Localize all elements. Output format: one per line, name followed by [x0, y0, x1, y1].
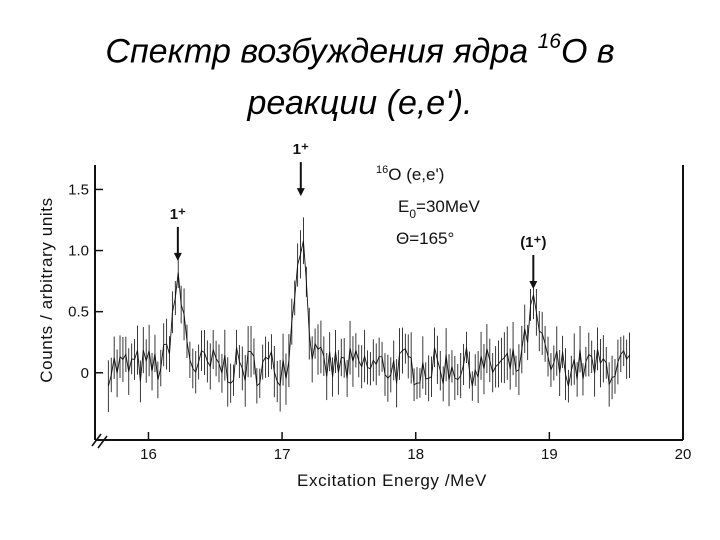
plot-frame	[91, 165, 684, 449]
peak-markers: 1⁺ 1⁺ (1⁺)	[170, 141, 546, 289]
title-line1-pre: Спектр возбуждения ядра	[105, 32, 538, 71]
spectrum-series	[107, 217, 630, 413]
y-tick-label: 1.0	[68, 243, 89, 260]
inset-energy-value: =30MeV	[416, 197, 480, 216]
y-tick-label: 0	[81, 365, 89, 382]
axis-ticks: 16 17 18 19 20 0 0.5 1.0 1.5	[68, 181, 691, 463]
inset-reaction-text: O (e,e')	[388, 165, 444, 184]
peak-arrow-head	[173, 252, 182, 261]
x-tick-label: 16	[140, 446, 157, 463]
inset-mass-number: 16	[376, 164, 388, 176]
peak-label: 1⁺	[170, 206, 186, 223]
x-tick-label: 17	[274, 446, 291, 463]
x-tick-label: 19	[541, 446, 558, 463]
inset-energy-sub: 0	[409, 207, 416, 221]
x-axis-label: Excitation Energy /MeV	[297, 471, 487, 490]
reaction-inset: 16O (e,e') E0=30MeV Θ=165°	[376, 164, 480, 248]
inset-energy-prefix: E	[398, 197, 409, 216]
peak-arrow-head	[529, 281, 538, 289]
y-axis-label: Counts / arbitrary units	[37, 197, 56, 382]
x-tick-label: 20	[675, 446, 692, 463]
inset-energy: E0=30MeV	[398, 197, 480, 221]
y-tick-label: 1.5	[68, 181, 89, 198]
y-tick-label: 0.5	[68, 304, 89, 321]
spectrum-line	[107, 240, 630, 387]
inset-reaction: 16O (e,e')	[376, 164, 444, 184]
slide-title: Спектр возбуждения ядра 16О в реакции (е…	[0, 18, 720, 129]
title-mass-number: 16	[537, 30, 561, 53]
title-line2: реакции (е,е').	[247, 84, 473, 123]
axis-break-mark	[91, 433, 108, 449]
title-line1-post: О в	[560, 32, 615, 71]
x-tick-label: 18	[407, 446, 424, 463]
peak-label: (1⁺)	[520, 234, 546, 251]
peak-arrow-head	[296, 188, 305, 197]
peak-label: 1⁺	[293, 141, 309, 158]
inset-angle: Θ=165°	[396, 229, 454, 248]
